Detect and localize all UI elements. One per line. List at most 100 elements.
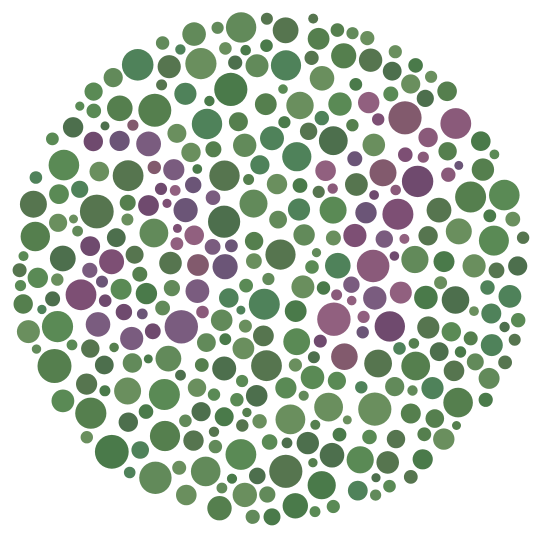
field-dot bbox=[254, 93, 277, 116]
field-dot bbox=[81, 339, 100, 358]
field-dot bbox=[148, 379, 180, 410]
field-dot bbox=[401, 351, 431, 381]
figure-dot bbox=[369, 190, 379, 200]
figure-dot bbox=[127, 119, 139, 131]
figure-dot bbox=[331, 343, 358, 371]
figure-dot bbox=[184, 225, 204, 246]
field-dot bbox=[132, 266, 148, 282]
field-dot bbox=[318, 126, 348, 156]
figure-dot bbox=[440, 108, 472, 139]
field-dot bbox=[488, 262, 505, 279]
field-dot bbox=[260, 126, 284, 151]
field-dot bbox=[79, 194, 114, 229]
figure-dot bbox=[331, 289, 343, 301]
field-dot bbox=[214, 72, 248, 106]
field-dot bbox=[441, 322, 461, 342]
field-dot bbox=[417, 316, 440, 339]
field-dot bbox=[19, 190, 47, 218]
field-dot bbox=[139, 218, 169, 248]
field-dot bbox=[119, 194, 136, 211]
field-dot bbox=[252, 414, 267, 429]
field-dot bbox=[385, 377, 405, 397]
figure-dot bbox=[343, 276, 360, 293]
field-dot bbox=[293, 224, 315, 246]
field-dot bbox=[135, 282, 158, 305]
figure-dot bbox=[98, 294, 112, 308]
figure-dot bbox=[401, 165, 434, 198]
field-dot bbox=[245, 509, 260, 524]
field-dot bbox=[233, 133, 257, 157]
figure-dot bbox=[398, 147, 413, 162]
field-dot bbox=[332, 427, 347, 442]
field-dot bbox=[433, 428, 455, 450]
figure-dot bbox=[80, 236, 101, 256]
field-dot bbox=[103, 68, 123, 88]
field-dot bbox=[478, 225, 509, 256]
field-dot bbox=[452, 421, 461, 430]
field-dot bbox=[219, 333, 232, 346]
field-dot bbox=[209, 160, 240, 191]
figure-dot bbox=[315, 160, 336, 181]
field-dot bbox=[309, 506, 321, 518]
field-dot bbox=[325, 230, 341, 246]
field-dot bbox=[388, 45, 402, 59]
field-dot bbox=[94, 355, 114, 375]
field-dot bbox=[489, 149, 500, 160]
figure-dot bbox=[212, 254, 238, 280]
field-dot bbox=[114, 377, 142, 405]
field-dot bbox=[443, 360, 465, 382]
field-dot bbox=[210, 309, 233, 332]
field-dot bbox=[182, 22, 206, 46]
field-dot bbox=[239, 278, 254, 293]
field-dot bbox=[331, 43, 357, 69]
field-dot bbox=[416, 89, 434, 107]
field-dot bbox=[345, 173, 368, 196]
figure-dot bbox=[136, 131, 162, 157]
field-dot bbox=[99, 385, 111, 397]
field-dot bbox=[225, 12, 257, 43]
field-dot bbox=[243, 174, 255, 185]
field-dot bbox=[304, 50, 319, 65]
field-dot bbox=[107, 95, 133, 122]
field-dot bbox=[270, 50, 302, 81]
figure-dot bbox=[382, 198, 414, 230]
field-dot bbox=[75, 397, 107, 429]
field-dot bbox=[376, 451, 400, 474]
field-dot bbox=[192, 164, 203, 174]
field-dot bbox=[358, 392, 392, 426]
field-dot bbox=[230, 393, 244, 407]
field-dot bbox=[471, 131, 491, 151]
field-dot bbox=[278, 84, 288, 94]
field-dot bbox=[236, 305, 246, 315]
field-dot bbox=[454, 346, 467, 358]
field-dot bbox=[466, 353, 484, 371]
field-dot bbox=[417, 427, 432, 442]
field-dot bbox=[236, 374, 249, 388]
field-dot bbox=[283, 328, 311, 356]
field-dot bbox=[194, 358, 209, 372]
field-dot bbox=[425, 70, 438, 83]
figure-dot bbox=[357, 310, 370, 323]
field-dot bbox=[211, 21, 224, 34]
field-dot bbox=[208, 205, 241, 238]
field-dot bbox=[207, 496, 232, 521]
field-dot bbox=[346, 446, 374, 474]
field-dot bbox=[248, 288, 280, 320]
field-dot bbox=[265, 239, 296, 270]
field-dot bbox=[159, 251, 182, 275]
field-dot bbox=[75, 101, 85, 111]
figure-dot bbox=[358, 91, 380, 114]
figure-dot bbox=[356, 249, 390, 283]
field-dot bbox=[18, 251, 29, 262]
field-dot bbox=[191, 402, 211, 422]
field-dot bbox=[462, 254, 486, 278]
field-dot bbox=[414, 285, 438, 310]
figure-dot bbox=[454, 160, 464, 170]
field-dot bbox=[216, 482, 228, 494]
field-dot bbox=[138, 93, 172, 127]
field-dot bbox=[71, 180, 89, 198]
field-dot bbox=[48, 149, 80, 181]
figure-dot bbox=[225, 239, 238, 253]
field-dot bbox=[242, 407, 252, 418]
field-dot bbox=[370, 489, 382, 501]
